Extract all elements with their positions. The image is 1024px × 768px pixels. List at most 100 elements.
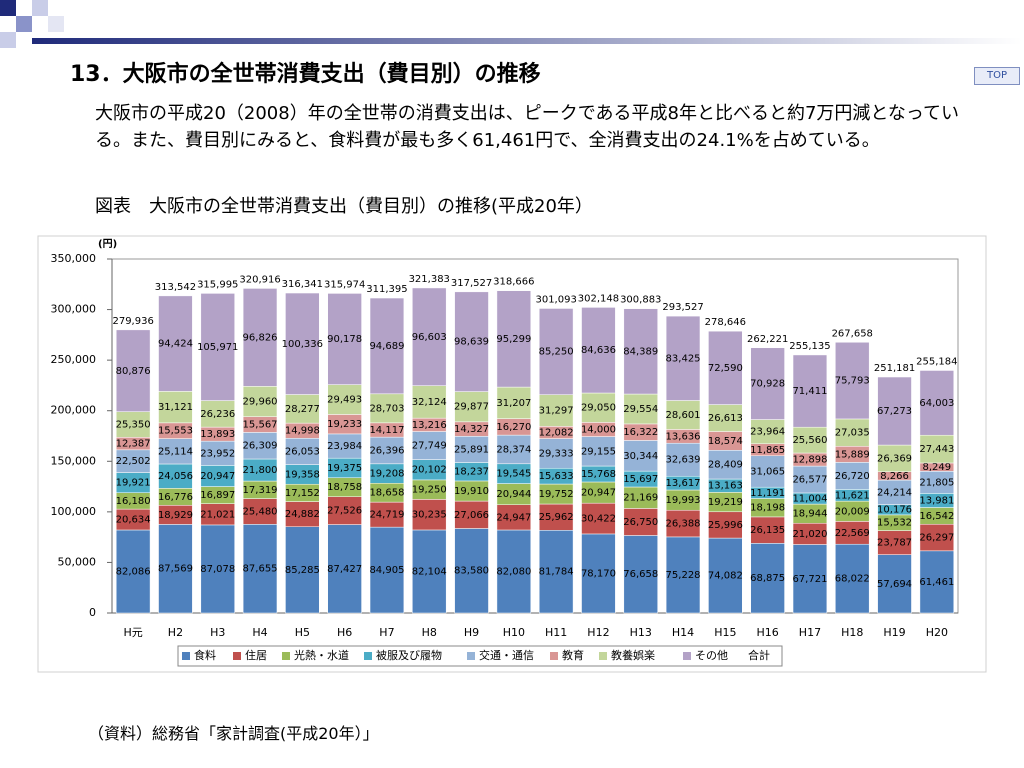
- bar-segment: [792, 354, 828, 428]
- y-unit: (円): [98, 238, 117, 250]
- bar-segment: [412, 529, 447, 614]
- segment-label: 26,577: [792, 475, 827, 486]
- top-button[interactable]: TOP: [974, 67, 1020, 85]
- bar-segment: [665, 442, 701, 477]
- bar-segment: [242, 386, 278, 417]
- segment-label: 14,000: [581, 424, 616, 435]
- deco: [16, 16, 32, 32]
- bar-segment: [750, 516, 785, 544]
- segment-label: 28,703: [369, 403, 404, 414]
- segment-label: 25,560: [792, 435, 827, 446]
- segment-label: 19,375: [327, 463, 362, 474]
- legend-label: 被服及び履物: [376, 648, 442, 662]
- source: （資料）総務省「家計調査(平成20年）」: [88, 724, 379, 743]
- bar-segment: [623, 508, 658, 536]
- segment-label: 15,697: [623, 474, 658, 485]
- segment-label: 19,910: [454, 486, 489, 497]
- bar-segment: [369, 297, 405, 395]
- segment-label: 96,603: [412, 332, 447, 343]
- bar-segment: [538, 530, 574, 614]
- segment-label: 16,897: [200, 490, 235, 501]
- segment-label: 82,080: [496, 566, 531, 577]
- segment-label: 30,422: [581, 514, 616, 525]
- segment-label: 83,580: [454, 566, 489, 577]
- segment-label: 19,752: [539, 489, 574, 500]
- legend-swatch: [182, 652, 190, 660]
- segment-label: 11,191: [750, 488, 785, 499]
- x-tick-label: H4: [252, 626, 267, 639]
- segment-label: 15,567: [243, 420, 278, 431]
- segment-label: 61,461: [919, 577, 954, 588]
- bar-segment: [708, 511, 743, 539]
- segment-label: 12,082: [539, 427, 574, 438]
- segment-label: 18,758: [327, 482, 362, 493]
- segment-label: 20,947: [581, 488, 616, 499]
- segment-label: 20,634: [116, 515, 151, 526]
- total-label: 255,135: [789, 341, 830, 352]
- bar-segment: [538, 503, 574, 531]
- segment-label: 21,020: [792, 529, 827, 540]
- deco-line: [32, 38, 1022, 44]
- summary-text: 大阪市の平成20（2008）年の全世帯の消費支出は、ピークである平成8年と比べる…: [95, 103, 959, 151]
- segment-label: 23,787: [877, 538, 912, 549]
- total-label: 313,542: [155, 282, 196, 293]
- segment-label: 13,981: [919, 495, 954, 506]
- legend-swatch: [364, 652, 372, 660]
- bar-segment: [412, 385, 447, 419]
- segment-label: 28,374: [496, 444, 531, 455]
- segment-label: 64,003: [919, 398, 954, 409]
- segment-label: 31,297: [539, 406, 574, 417]
- segment-label: 81,784: [539, 567, 574, 578]
- segment-label: 85,285: [285, 565, 320, 576]
- segment-label: 18,944: [792, 509, 827, 520]
- bar-segment: [496, 434, 532, 465]
- segment-label: 57,694: [877, 579, 912, 590]
- total-label: 267,658: [832, 328, 873, 339]
- bar-segment: [665, 509, 701, 538]
- segment-label: 29,877: [454, 402, 489, 413]
- segment-label: 26,053: [285, 446, 320, 457]
- segment-label: 24,719: [369, 510, 404, 521]
- x-tick-label: H元: [124, 626, 143, 639]
- y-tick-label: 0: [89, 606, 96, 619]
- bar-segment: [750, 543, 785, 614]
- legend-label: 食料: [194, 648, 216, 662]
- segment-label: 24,056: [158, 471, 193, 482]
- bar-segment: [581, 502, 616, 535]
- legend-swatch: [233, 652, 241, 660]
- segment-label: 19,219: [708, 497, 743, 508]
- segment-label: 23,964: [750, 427, 785, 438]
- bar-segment: [581, 533, 616, 614]
- segment-label: 25,480: [243, 506, 278, 517]
- y-tick-label: 150,000: [51, 454, 97, 467]
- bar-segment: [369, 501, 405, 528]
- segment-label: 105,971: [197, 342, 238, 353]
- bar-segment: [454, 500, 489, 529]
- slide-title: 13．大阪市の全世帯消費支出（費目別）の推移: [70, 62, 541, 87]
- x-tick-label: H19: [883, 626, 905, 639]
- segment-label: 17,319: [243, 485, 278, 496]
- bar-segment: [285, 501, 320, 527]
- bar-segment: [327, 433, 362, 459]
- segment-label: 100,336: [282, 339, 323, 350]
- bar-segment: [115, 411, 151, 438]
- segment-label: 11,004: [792, 494, 827, 505]
- segment-label: 31,121: [158, 402, 193, 413]
- x-tick-label: H16: [757, 626, 779, 639]
- bar-segment: [792, 465, 828, 494]
- segment-label: 10,176: [877, 505, 912, 516]
- bar-segment: [327, 293, 362, 385]
- segment-label: 28,409: [708, 460, 743, 471]
- segment-label: 30,344: [623, 451, 658, 462]
- total-label: 321,383: [409, 274, 450, 285]
- segment-label: 23,952: [200, 448, 235, 459]
- segment-label: 25,350: [116, 419, 151, 430]
- segment-label: 21,805: [919, 477, 954, 488]
- segment-label: 71,411: [792, 386, 827, 397]
- bar-segment: [242, 498, 278, 525]
- bar-segment: [412, 431, 447, 460]
- segment-label: 24,214: [877, 487, 912, 498]
- x-tick-label: H5: [295, 626, 310, 639]
